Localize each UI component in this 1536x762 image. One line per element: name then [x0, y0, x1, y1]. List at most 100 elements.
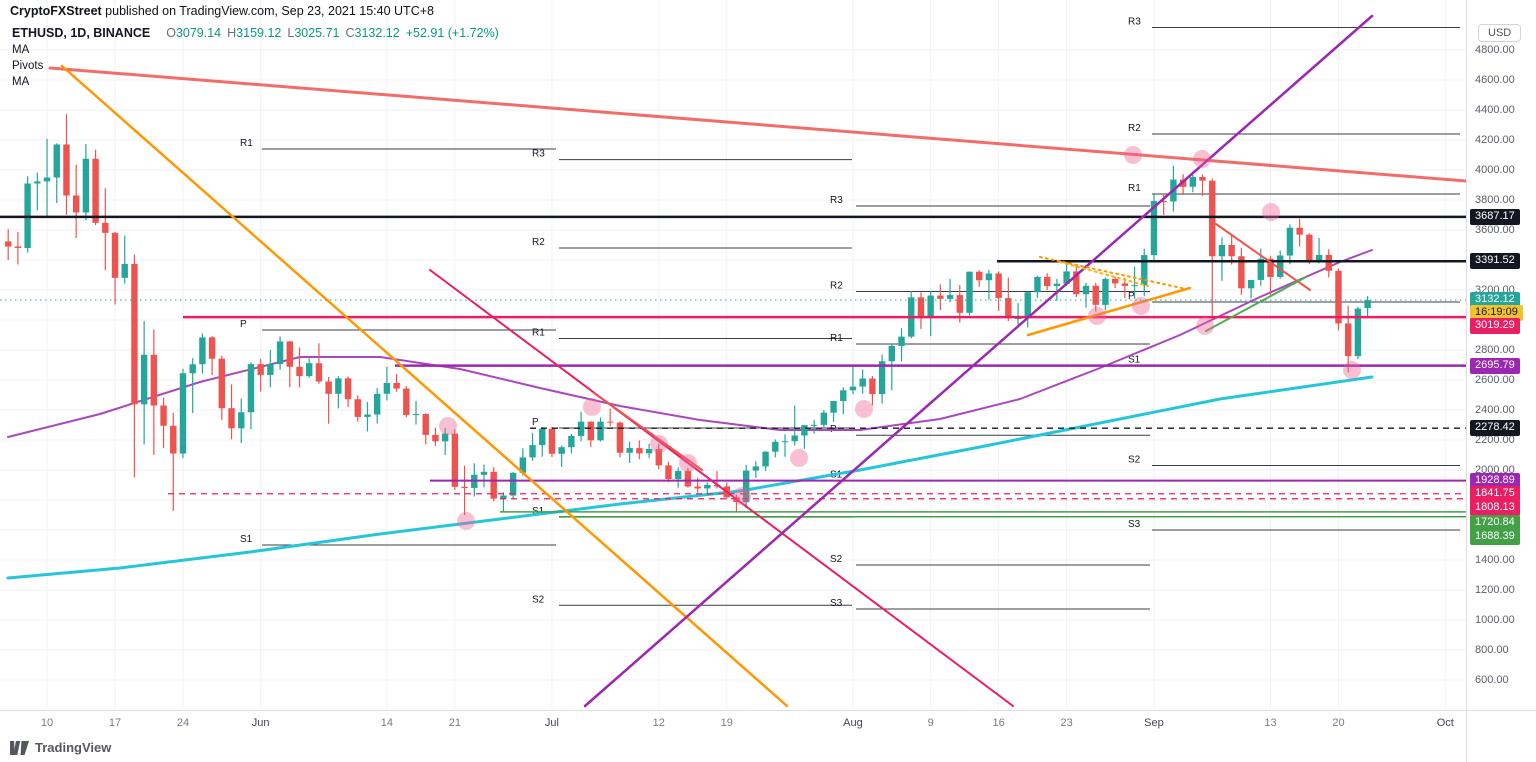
ohlc-low: L3025.71	[287, 26, 340, 40]
indicator-legend-pivots[interactable]: Pivots	[12, 60, 44, 72]
trendline-major-resistance-red[interactable]	[48, 66, 1466, 183]
ohlc-open: O3079.14	[166, 26, 222, 40]
pivot-label-sep-r1: R1	[1128, 183, 1141, 194]
candlestick-series	[5, 114, 1371, 515]
price-axis-badge: 1841.75	[1470, 486, 1520, 502]
price-tick-label: 4400.00	[1475, 104, 1515, 116]
pivot-label-sep-s3: S3	[1128, 519, 1141, 530]
publisher-name: CryptoFXStreet	[10, 4, 102, 18]
ohlc-high: H3159.12	[227, 26, 282, 40]
pivot-label-aug-r3: R3	[830, 195, 843, 206]
moving-average-lines	[6, 249, 1374, 580]
symbol-title[interactable]: ETHUSD, 1D, BINANCE	[12, 26, 151, 40]
price-axis-badge: 3687.17	[1470, 209, 1520, 225]
time-axis[interactable]: 10 17 24 Jun 14 21 Jul 12 19 Aug 9 16 23 Sep 13 20 Oct	[0, 710, 1466, 741]
trendline-july-descending-red-mini[interactable]	[593, 392, 703, 471]
price-axis-badge: 1808.13	[1470, 500, 1520, 516]
time-label: Sep	[1144, 717, 1164, 729]
chart-legend[interactable]: ETHUSD, 1D, BINANCE O3079.14 H3159.12 L3025…	[12, 26, 499, 40]
pivot-label-sep-s1: S1	[1128, 354, 1141, 365]
price-axis-badge: 1688.39	[1470, 529, 1520, 545]
pivot-label-jun-r1: R1	[240, 138, 253, 149]
price-tick-label: 4600.00	[1475, 74, 1515, 86]
price-axis-badge: 3132.12	[1470, 292, 1520, 308]
pivot-label-aug-r1: R1	[830, 333, 843, 344]
chart-canvas[interactable]: R1PS1R3R2R1PS1S2R3R2R1PS1S2S3R3R2R1PS1S2…	[0, 0, 1466, 710]
price-axis-badge: 16:19:09	[1470, 305, 1523, 321]
horizontal-price-lines	[0, 215, 1466, 518]
time-label: Oct	[1436, 717, 1454, 729]
ohlc-close: C3132.12	[345, 26, 400, 40]
price-tick-label: 2600.00	[1475, 374, 1515, 386]
trendline-steep-descending-pink[interactable]	[429, 269, 1014, 707]
time-label: Jul	[544, 717, 559, 729]
price-axis-badge: 1720.84	[1470, 515, 1520, 531]
publisher-rest: published on TradingView.com, Sep 23, 20…	[101, 4, 434, 18]
trendline-august-descending-orange-dotted[interactable]	[1039, 256, 1187, 290]
tradingview-attribution[interactable]: TradingView	[10, 740, 111, 755]
time-label: 19	[720, 717, 733, 729]
price-axis-badge: 3019.29	[1470, 318, 1520, 334]
pivot-label-sep-r2: R2	[1128, 123, 1141, 134]
pivot-levels: R1PS1R3R2R1PS1S2R3R2R1PS1S2S3R3R2R1PS1S2…	[240, 17, 1460, 610]
time-label: 24	[176, 717, 190, 729]
tradingview-logo-icon	[10, 740, 29, 755]
price-tick-label: 800.00	[1475, 644, 1509, 656]
price-tick-label: 2200.00	[1475, 434, 1515, 446]
time-label: Aug	[843, 717, 863, 729]
price-tick-label: 600.00	[1475, 674, 1509, 686]
axis-corner	[1466, 710, 1536, 762]
price-tick-label: 4200.00	[1475, 134, 1515, 146]
price-tick-label: 3600.00	[1475, 224, 1515, 236]
trendline-august-ascending-orange[interactable]	[1026, 286, 1192, 337]
time-label: 17	[108, 717, 122, 729]
pivot-label-jul-p: P	[532, 417, 539, 428]
trendlines	[48, 14, 1466, 708]
pivot-label-jul-r3: R3	[532, 149, 545, 160]
pivot-label-jul-r2: R2	[532, 237, 545, 248]
price-tick-label: 2400.00	[1475, 404, 1515, 416]
time-label: 13	[1264, 717, 1277, 729]
pivot-label-aug-s2: S2	[830, 554, 843, 565]
time-label: 21	[448, 717, 461, 729]
trendline-major-descending-orange[interactable]	[60, 64, 789, 708]
price-tick-label: 1200.00	[1475, 584, 1515, 596]
price-tick-label: 2800.00	[1475, 344, 1515, 356]
time-label: 20	[1332, 717, 1345, 729]
time-label: Jun	[251, 717, 270, 729]
pivot-label-jun-p: P	[240, 319, 247, 330]
trendline-september-ascending-green-mini[interactable]	[1205, 276, 1307, 332]
time-label: 10	[40, 717, 54, 729]
indicator-legend-ma-2[interactable]: MA	[12, 76, 30, 88]
pivot-label-jun-s1: S1	[240, 534, 253, 545]
pivot-label-jul-s2: S2	[532, 594, 545, 605]
price-tick-label: 3800.00	[1475, 194, 1515, 206]
pivot-touch-markers	[439, 146, 1361, 530]
pivot-label-sep-r3: R3	[1128, 17, 1141, 28]
tradingview-logo-text: TradingView	[35, 740, 112, 755]
pivot-label-jul-r1: R1	[532, 327, 545, 338]
price-axis[interactable]: 4800.00 4600.00 4400.00 4200.00 4000.00 3800.…	[1466, 0, 1536, 710]
indicator-legend-ma-1[interactable]: MA	[12, 44, 30, 56]
gridlines	[0, 0, 1466, 710]
currency-label[interactable]: USD	[1478, 24, 1522, 42]
price-axis-badge: 1928.89	[1470, 473, 1520, 489]
price-axis-badge: 3391.52	[1470, 253, 1520, 269]
trendline-september-descending-red-mini[interactable]	[1215, 223, 1311, 291]
pivot-label-sep-p: P	[1128, 291, 1135, 302]
price-tick-label: 4800.00	[1475, 44, 1515, 56]
ma-cyan[interactable]	[6, 375, 1374, 580]
price-axis-badge: 2278.42	[1470, 420, 1520, 436]
time-label: 14	[380, 717, 393, 729]
price-axis-badge: 2695.79	[1470, 358, 1520, 374]
change-value: +52.91 (+1.72%)	[405, 26, 499, 40]
price-tick-label: 1000.00	[1475, 614, 1515, 626]
price-tick-label: 1400.00	[1475, 554, 1515, 566]
trendline-major-ascending-purple[interactable]	[583, 14, 1374, 708]
time-label: 16	[992, 717, 1005, 729]
pivot-label-sep-s2: S2	[1128, 455, 1141, 466]
price-tick-label: 4000.00	[1475, 164, 1515, 176]
time-label: 23	[1060, 717, 1073, 729]
ma-purple[interactable]	[7, 249, 1373, 438]
